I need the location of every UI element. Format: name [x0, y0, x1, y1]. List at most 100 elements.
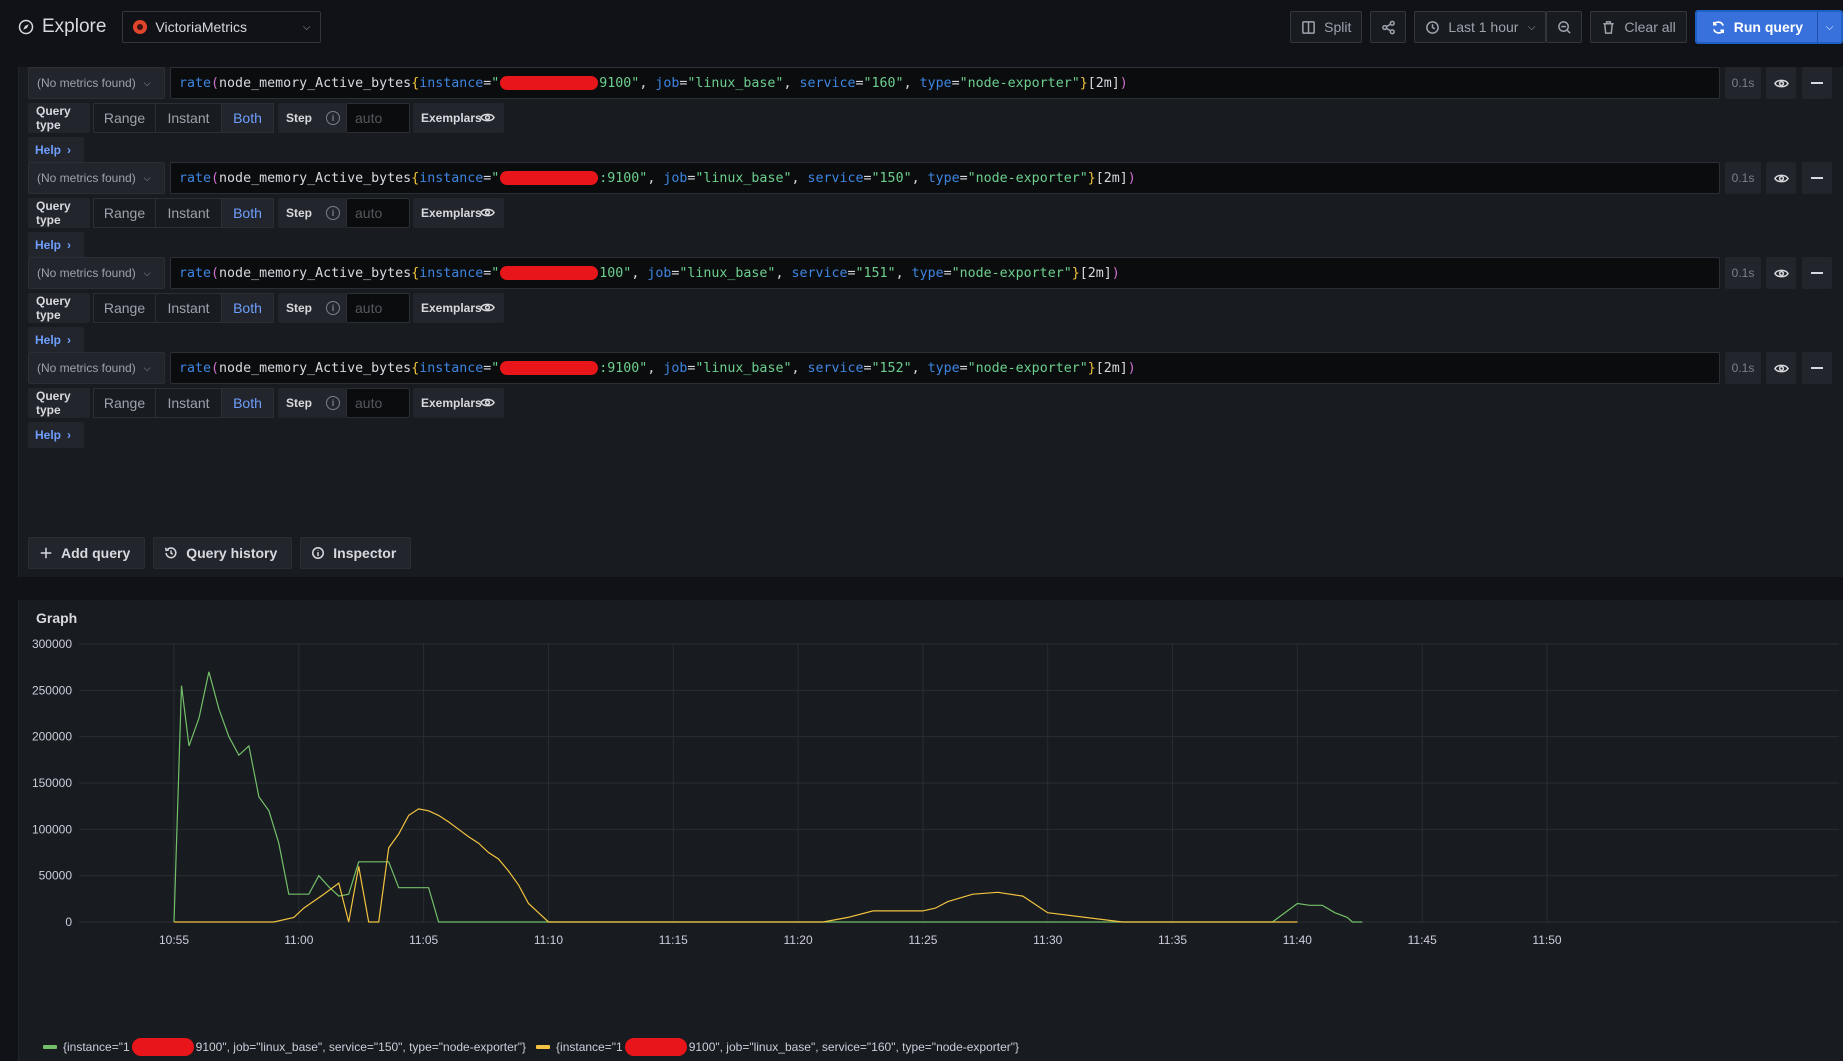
help-button[interactable]: Help ›	[28, 422, 84, 448]
metrics-browser-button[interactable]: (No metrics found) ⌵	[28, 67, 165, 99]
refresh-icon	[1712, 20, 1724, 34]
legend-swatch	[536, 1045, 551, 1049]
query-type-both[interactable]: Both	[221, 388, 274, 418]
query-eq: =	[951, 75, 960, 91]
info-icon[interactable]: i	[326, 111, 340, 125]
hide-query-button[interactable]	[1766, 352, 1796, 384]
query-brace: }	[1087, 170, 1096, 186]
step-input[interactable]: auto	[346, 388, 410, 418]
chevron-down-icon: ⌵	[302, 21, 311, 33]
metrics-browser-label: (No metrics found)	[37, 171, 136, 185]
query-eq: =	[483, 265, 492, 281]
help-button[interactable]: Help ›	[28, 327, 84, 353]
legend-item[interactable]: {instance="1 9100", job="linux_base", ser…	[536, 1038, 1019, 1056]
query-type-range[interactable]: Range	[93, 198, 156, 228]
add-query-button[interactable]: Add query	[28, 537, 146, 569]
run-query-options-button[interactable]: ⌵	[1817, 12, 1841, 42]
query-type-label: Query type	[28, 388, 90, 418]
step-input[interactable]: auto	[346, 293, 410, 323]
query-history-button[interactable]: Query history	[153, 537, 293, 569]
step-input[interactable]: auto	[346, 198, 410, 228]
clear-all-button[interactable]: Clear all	[1590, 11, 1687, 43]
trash-icon	[1603, 20, 1615, 34]
x-tick-label: 11:05	[409, 933, 438, 947]
hide-query-button[interactable]	[1766, 162, 1796, 194]
query-input[interactable]: rate(node_memory_Active_bytes{instance = "…	[170, 352, 1720, 384]
step-input[interactable]: auto	[346, 103, 410, 133]
inspector-button[interactable]: Inspector	[300, 537, 412, 569]
query-type-both[interactable]: Both	[221, 198, 274, 228]
history-icon	[165, 547, 177, 559]
info-icon[interactable]: i	[326, 206, 340, 220]
query-label-value: :9100"	[599, 170, 648, 186]
legend-label: 9100", job="linux_base", service="160", …	[688, 1040, 1020, 1054]
legend-item[interactable]: {instance="1 9100", job="linux_base", ser…	[43, 1038, 526, 1056]
step-label: Step	[286, 206, 313, 220]
query-label-value: "	[491, 75, 500, 91]
x-tick-label: 11:10	[534, 933, 563, 947]
x-tick-label: 11:45	[1408, 933, 1437, 947]
metrics-browser-button[interactable]: (No metrics found) ⌵	[28, 162, 165, 194]
eye-icon	[480, 300, 495, 318]
query-label-key: type	[927, 360, 960, 376]
query-brace: {	[411, 360, 420, 376]
hide-query-button[interactable]	[1766, 257, 1796, 289]
eye-icon	[1773, 174, 1789, 182]
split-icon	[1302, 20, 1316, 34]
query-type-instant[interactable]: Instant	[155, 103, 222, 133]
datasource-picker[interactable]: VictoriaMetrics ⌵	[122, 11, 322, 43]
graph-panel: Graph 10:55 11:00 11:05 11:10 11:15 11:20 11:2…	[18, 600, 1843, 1061]
info-icon[interactable]: i	[326, 396, 340, 410]
query-label-key: job	[663, 360, 688, 376]
query-type-range[interactable]: Range	[93, 388, 156, 418]
metrics-browser-button[interactable]: (No metrics found) ⌵	[28, 257, 165, 289]
query-type-range[interactable]: Range	[93, 103, 156, 133]
time-range-picker[interactable]: Last 1 hour ⌵	[1414, 11, 1547, 43]
remove-query-button[interactable]	[1802, 257, 1832, 289]
query-input[interactable]: rate(node_memory_Active_bytes{instance = "…	[170, 257, 1720, 289]
query-input[interactable]: rate(node_memory_Active_bytes{instance = "…	[170, 67, 1720, 99]
query-type-instant[interactable]: Instant	[155, 293, 222, 323]
graph-chart[interactable]: 10:55 11:00 11:05 11:10 11:15 11:20 11:25 11:30…	[19, 600, 1843, 1061]
query-range: [2m]	[1087, 75, 1120, 91]
zoom-out-button[interactable]	[1546, 11, 1583, 43]
query-type-label: Query type	[28, 293, 90, 323]
query-label-key: instance	[419, 170, 484, 186]
query-paren: (	[211, 360, 220, 376]
query-label-key: service	[799, 75, 856, 91]
query-input[interactable]: rate(node_memory_Active_bytes{instance = "…	[170, 162, 1720, 194]
run-query-button[interactable]: Run query	[1696, 12, 1817, 42]
compass-icon	[18, 19, 34, 35]
query-comma: ,	[791, 360, 808, 376]
share-button[interactable]	[1370, 11, 1407, 43]
eye-icon	[1773, 364, 1789, 372]
metrics-browser-button[interactable]: (No metrics found) ⌵	[28, 352, 165, 384]
query-type-instant[interactable]: Instant	[155, 198, 222, 228]
remove-query-button[interactable]	[1802, 352, 1832, 384]
query-type-both[interactable]: Both	[221, 293, 274, 323]
hide-query-button[interactable]	[1766, 67, 1796, 99]
exemplars-toggle[interactable]: Exemplars	[413, 388, 504, 418]
query-label-value: "node-exporter"	[951, 265, 1072, 281]
split-button[interactable]: Split	[1290, 11, 1363, 43]
remove-query-button[interactable]	[1802, 162, 1832, 194]
query-eq: =	[679, 75, 688, 91]
query-type-both[interactable]: Both	[221, 103, 274, 133]
query-label-key: job	[655, 75, 680, 91]
metrics-browser-label: (No metrics found)	[37, 76, 136, 90]
query-label-value: "150"	[871, 170, 912, 186]
query-comma: ,	[791, 170, 808, 186]
query-duration: 0.1s	[1725, 352, 1761, 384]
help-button[interactable]: Help ›	[28, 232, 84, 258]
query-type-instant[interactable]: Instant	[155, 388, 222, 418]
help-button[interactable]: Help ›	[28, 137, 84, 163]
query-type-range[interactable]: Range	[93, 293, 156, 323]
query-function: rate	[179, 170, 212, 186]
help-label: Help	[35, 428, 62, 442]
x-tick-label: 11:30	[1033, 933, 1062, 947]
info-icon[interactable]: i	[326, 301, 340, 315]
x-tick-label: 11:25	[908, 933, 937, 947]
legend-label: 9100", job="linux_base", service="150", …	[195, 1040, 527, 1054]
query-eq: =	[863, 360, 872, 376]
remove-query-button[interactable]	[1802, 67, 1832, 99]
